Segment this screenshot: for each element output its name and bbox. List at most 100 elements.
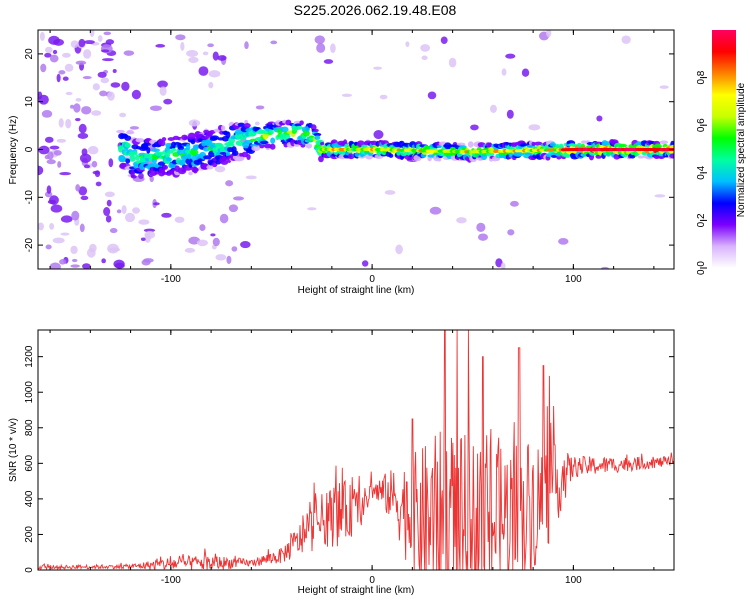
spectrogram-noise-blob	[495, 258, 503, 268]
spectrogram-band-blob	[204, 139, 213, 145]
spectrogram-noise-blob	[507, 229, 515, 236]
spectrogram-noise-blob	[60, 232, 70, 236]
spectrogram-noise-blob	[114, 262, 125, 269]
spectrogram-noise-blob	[500, 262, 506, 269]
spectrogram-noise-blob	[75, 98, 82, 102]
spectrogram-noise-blob	[621, 35, 631, 44]
spectrogram-band-blob	[210, 135, 220, 141]
spectrogram-noise-blob	[65, 91, 73, 96]
spectrogram-band-blob	[125, 131, 135, 135]
spectrogram-band-blob	[133, 163, 140, 169]
spectrogram-noise-blob	[94, 170, 101, 178]
spectrogram-band-blob	[180, 168, 186, 173]
spectrogram-noise-blob	[58, 118, 64, 128]
spectrogram-band-blob	[320, 141, 325, 146]
spectrogram-noise-blob	[108, 158, 114, 168]
spectrogram-noise-blob	[174, 216, 185, 223]
spectrogram-noise-blob	[44, 136, 54, 143]
spectrogram-noise-blob	[91, 110, 102, 116]
spectrogram-noise-blob	[157, 80, 168, 88]
spectrogram-noise-blob	[62, 52, 71, 58]
spectrogram-noise-blob	[501, 68, 507, 76]
spectrogram-noise-blob	[82, 263, 91, 269]
spectrogram-noise-blob	[112, 69, 117, 73]
spectrogram-noise-blob	[70, 264, 80, 268]
spectrogram-noise-blob	[212, 237, 220, 247]
spectrogram-noise-blob	[138, 219, 150, 225]
spectrogram-band-blob	[132, 151, 138, 156]
spectrogram-noise-blob	[140, 237, 146, 241]
spectrogram-noise-blob	[71, 210, 80, 221]
spectrogram-noise-blob	[50, 204, 63, 213]
spectrogram-noise-blob	[103, 31, 112, 36]
spectrogram-noise-blob	[82, 76, 92, 80]
spectrogram-noise-blob	[59, 259, 67, 265]
spectrogram-noise-blob	[420, 44, 431, 52]
spectrogram-band-blob	[637, 155, 645, 159]
spectrogram-band-blob	[190, 138, 196, 145]
spectrogram-band-blob	[130, 175, 137, 179]
spectrogram-noise-blob	[330, 43, 336, 54]
spectrogram-band-blob	[388, 153, 394, 158]
spectrogram-band-blob	[313, 128, 319, 133]
spectrogram-noise-blob	[70, 104, 75, 109]
spectrogram-noise-blob	[75, 184, 81, 192]
spectrogram-band-blob	[249, 138, 257, 142]
spectrogram-noise-blob	[654, 194, 666, 198]
spectrogram-band-blob	[286, 130, 293, 134]
snr-ylabel: SNR (10 * v/v)	[8, 418, 19, 482]
spectrogram-noise-blob	[456, 217, 467, 224]
spectrogram-noise-blob	[505, 53, 516, 59]
spectrogram-band-blob	[524, 152, 533, 156]
spectrogram-band-blob	[135, 154, 140, 161]
spectrogram-band-blob	[165, 157, 172, 162]
spectrogram-band-blob	[160, 140, 166, 147]
spectrogram-noise-blob	[60, 215, 73, 223]
spectrogram-band-blob	[119, 162, 127, 169]
spectrogram-noise-blob	[373, 129, 384, 140]
spectrogram-noise-blob	[49, 222, 55, 230]
spectrogram-noise-blob	[52, 237, 65, 244]
spectrogram-band-blob	[283, 134, 291, 140]
spectrogram-noise-blob	[84, 40, 95, 45]
spectrogram-noise-blob	[476, 222, 486, 233]
spectrogram-noise-blob	[323, 59, 334, 64]
spectrogram-noise-blob	[59, 172, 72, 176]
snr-line	[38, 330, 674, 570]
spectrogram-noise-blob	[77, 132, 89, 139]
spectrogram-band-blob	[237, 122, 246, 127]
spectrogram-noise-blob	[240, 241, 251, 249]
spectrogram-noise-blob	[210, 233, 216, 237]
spectrogram-noise-blob	[87, 146, 99, 155]
spectrogram-noise-blob	[65, 118, 72, 129]
spectrogram-noise-blob	[601, 266, 609, 269]
y-tick-label: -20	[24, 237, 35, 252]
spectrogram-noise-blob	[38, 91, 43, 100]
spectrogram-band-blob	[225, 131, 231, 139]
spectrogram-noise-blob	[254, 121, 260, 126]
spectrogram-noise-blob	[47, 151, 54, 160]
spectrogram-noise-blob	[38, 145, 50, 155]
spectrogram-noise-blob	[119, 112, 127, 118]
spectrogram-band-blob	[135, 137, 145, 143]
spectrogram-noise-blob	[39, 31, 45, 41]
spectrogram-band-blob	[246, 154, 251, 161]
spectrogram-band-blob	[550, 154, 558, 158]
spectrogram-noise-blob	[506, 109, 514, 119]
spectrogram-band-blob	[202, 146, 210, 152]
spectrogram-band-blob	[188, 171, 193, 176]
spectrogram-band-blob	[125, 158, 131, 164]
y-tick-label: 1200	[24, 345, 35, 368]
y-tick-label: 200	[24, 526, 35, 543]
spectrogram-noise-blob	[489, 104, 497, 113]
spectrogram-noise-blob	[47, 199, 57, 205]
spectrogram-band-blob	[456, 142, 466, 146]
spectrogram-noise-blob	[70, 40, 79, 48]
spectrogram-band-blob	[318, 155, 324, 163]
spectrogram-noise-blob	[101, 258, 106, 264]
spectrogram-noise-blob	[44, 52, 52, 58]
colorbar-tick-label: 0.8	[696, 70, 707, 84]
spectrogram-noise-blob	[217, 55, 227, 61]
